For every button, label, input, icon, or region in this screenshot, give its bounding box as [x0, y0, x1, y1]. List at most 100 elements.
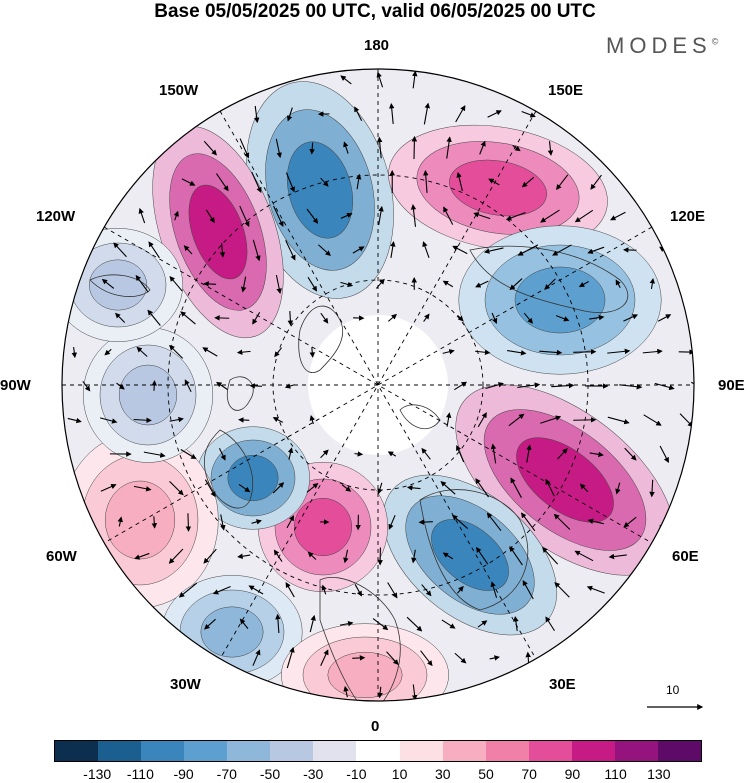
lon-label-120e: 120E — [670, 208, 706, 225]
wind-vector — [203, 548, 217, 564]
colorbar-swatch — [270, 741, 314, 761]
wind-vector — [420, 650, 433, 667]
lon-label-30w: 30W — [170, 676, 201, 693]
colorbar-swatch — [227, 741, 271, 761]
wind-vector — [287, 311, 294, 327]
wind-vector — [509, 546, 523, 566]
wind-vector — [376, 71, 384, 88]
wind-vector — [421, 447, 431, 460]
wind-vector — [252, 649, 261, 666]
wind-vector — [275, 274, 282, 295]
colorbar-tick-label: 50 — [478, 766, 494, 782]
wind-vector — [475, 280, 489, 288]
map-border — [61, 68, 695, 702]
wind-vector — [252, 239, 261, 262]
wind-vector — [169, 275, 183, 292]
wind-vector — [657, 314, 672, 322]
wind-vector — [307, 276, 318, 292]
wind-vector — [573, 349, 597, 355]
wind-vector — [446, 136, 452, 159]
wind-vector — [343, 685, 349, 698]
wind-vector — [578, 280, 589, 288]
wind-vector — [574, 550, 594, 562]
wind-vector — [442, 349, 455, 355]
wind-vector — [455, 444, 465, 463]
wind-vector — [607, 416, 630, 425]
reference-vector-label: 10 — [666, 683, 680, 697]
wind-vector — [487, 110, 502, 118]
wind-vector — [479, 140, 486, 155]
lon-label-150w: 150W — [159, 82, 199, 99]
wind-vector — [491, 312, 498, 324]
wind-vector — [483, 247, 504, 254]
wind-vector — [339, 620, 354, 627]
wind-vector — [587, 518, 604, 525]
wind-vector — [180, 449, 197, 460]
wind-vector — [135, 274, 149, 293]
wind-vector — [442, 552, 454, 560]
wind-vector — [240, 276, 247, 293]
wind-vector — [273, 205, 284, 227]
lon-label-60e: 60E — [672, 548, 699, 565]
wind-vector — [454, 652, 467, 664]
wind-vector — [411, 549, 417, 564]
wind-vector — [521, 110, 536, 118]
wind-vector — [101, 278, 115, 289]
wind-vector — [489, 655, 500, 661]
wind-vector — [219, 243, 226, 258]
wind-vector — [239, 205, 250, 228]
wind-vector — [452, 245, 468, 255]
wind-vector — [544, 278, 556, 290]
wind-vector — [422, 241, 430, 259]
wind-vector — [545, 478, 555, 497]
wind-vector — [540, 209, 560, 223]
lon-label-60w: 60W — [46, 548, 77, 565]
wind-vector — [587, 246, 605, 254]
colorbar-tick-label: -130 — [83, 766, 112, 782]
wind-vector — [203, 140, 217, 156]
wind-vector — [173, 210, 179, 221]
wind-vector — [451, 514, 469, 529]
wind-vector — [320, 312, 329, 324]
wind-vector — [320, 449, 329, 459]
wind-vector — [376, 136, 383, 159]
wind-vector — [485, 382, 504, 390]
colorbar-swatch — [313, 741, 357, 761]
wind-vector — [138, 207, 146, 224]
wind-vector — [552, 244, 572, 256]
wind-vector — [477, 412, 487, 428]
wind-vector — [99, 417, 118, 424]
wind-vector — [340, 212, 353, 219]
wind-vector — [309, 614, 316, 633]
wind-vector — [551, 382, 575, 389]
wind-vector — [520, 512, 536, 532]
wind-vector — [253, 105, 260, 124]
colorbar-swatch — [442, 741, 486, 761]
anomaly-pos-siberia — [388, 124, 608, 252]
wind-vector — [287, 447, 294, 460]
wind-vector — [490, 443, 497, 464]
wind-vector — [377, 686, 383, 699]
wind-vector — [309, 142, 315, 155]
registered-mark: © — [711, 36, 719, 47]
wind-vector — [411, 684, 418, 701]
wind-vector — [610, 211, 626, 221]
anomaly-neg-central-asia — [458, 225, 662, 375]
wind-vector — [457, 314, 464, 322]
wind-vector — [608, 553, 627, 560]
wind-vector — [649, 479, 655, 498]
wind-vector — [642, 348, 663, 355]
wind-vector — [654, 382, 675, 391]
wind-vector — [442, 280, 454, 288]
wind-vector — [354, 584, 362, 597]
wind-vector — [286, 515, 295, 529]
wind-vector — [521, 176, 535, 188]
wind-vector — [554, 581, 570, 598]
wind-vector — [477, 620, 488, 628]
wind-vector — [486, 512, 502, 532]
wind-vector — [286, 646, 295, 669]
wind-vector — [388, 514, 396, 530]
wind-vector — [216, 381, 228, 390]
wind-vector — [455, 105, 466, 123]
wind-vector — [623, 516, 637, 528]
